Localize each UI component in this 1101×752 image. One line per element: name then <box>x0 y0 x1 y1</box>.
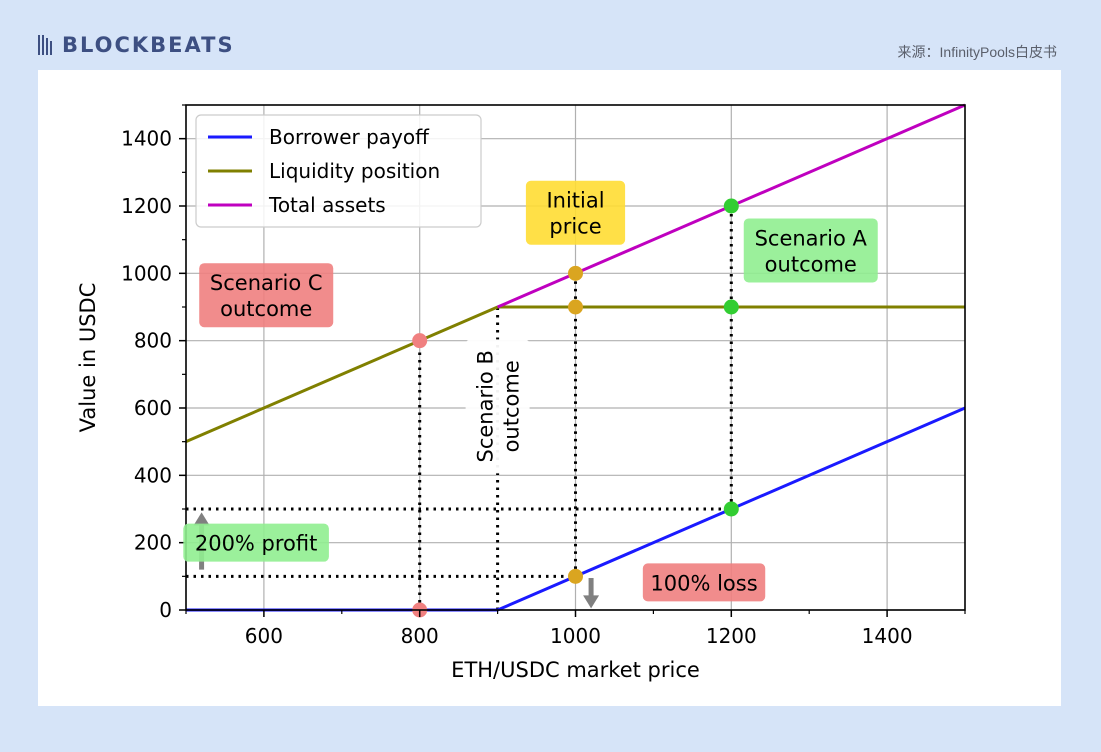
annotation-box: 100% loss <box>642 563 766 602</box>
data-point <box>723 299 739 315</box>
legend-box <box>195 114 482 228</box>
payoff-chart: 600 800 1000 1200 1400 0 200 400 600 800 1000 1200 1… <box>76 103 966 682</box>
y-axis-label: Value in USDC <box>76 283 100 433</box>
y-tick-label: 800 <box>134 329 172 353</box>
brand-logo-text: BLOCKBEATS <box>62 33 235 57</box>
annotation-text: Scenario A <box>755 226 868 250</box>
data-point <box>568 299 583 315</box>
annotation-background <box>642 563 766 602</box>
data-point <box>723 501 739 517</box>
annotation-text: Initial <box>546 189 604 213</box>
annotation-text: outcome <box>765 252 857 276</box>
annotation-background <box>525 180 626 245</box>
x-tick-label: 600 <box>245 624 283 648</box>
data-point <box>568 568 583 584</box>
annotation-text: outcome <box>220 297 312 321</box>
y-tick-label: 400 <box>134 463 172 487</box>
annotation-text: 100% loss <box>650 571 757 595</box>
data-point <box>412 333 428 349</box>
legend-label: Total assets <box>268 193 386 217</box>
y-tick-label: 600 <box>134 396 172 420</box>
legend: Borrower payoff Liquidity position Total a… <box>195 114 482 228</box>
y-tick-label: 1000 <box>121 261 172 285</box>
data-points <box>412 198 739 618</box>
y-tick-label: 1200 <box>121 194 172 218</box>
x-tick-label: 1400 <box>862 624 913 648</box>
brand-header: BLOCKBEATS <box>38 30 235 60</box>
annotation-background <box>743 218 878 283</box>
x-tick-label: 1200 <box>706 624 757 648</box>
annotation-text: outcome <box>500 360 524 452</box>
y-tick-label: 0 <box>159 598 172 622</box>
annotation-background <box>465 339 530 474</box>
annotation-text: price <box>549 215 601 239</box>
x-tick-label: 1000 <box>550 624 601 648</box>
data-point <box>723 198 739 214</box>
annotation-box: 200% profit <box>183 523 329 562</box>
annotation-text: 200% profit <box>195 532 318 556</box>
legend-label: Borrower payoff <box>269 125 430 149</box>
legend-label: Liquidity position <box>269 159 440 183</box>
annotation-text: Scenario C <box>210 271 323 295</box>
annotation-text: Scenario B <box>474 350 498 462</box>
x-axis-label: ETH/USDC market price <box>451 658 700 682</box>
chart-card: 600 800 1000 1200 1400 0 200 400 600 800 1000 1200 1… <box>38 70 1061 706</box>
annotation-background <box>183 523 329 562</box>
arrow-down-icon <box>583 595 600 609</box>
data-point <box>568 265 583 281</box>
annotation-background <box>199 263 334 328</box>
blockbeats-logo-icon <box>38 35 52 55</box>
x-tick-label: 800 <box>401 624 439 648</box>
y-tick-label: 1400 <box>121 127 172 151</box>
source-caption: 来源：InfinityPools白皮书 <box>897 44 1057 60</box>
y-tick-label: 200 <box>134 531 172 555</box>
arrow-up-icon <box>193 512 210 526</box>
axis-ticks: 600 800 1000 1200 1400 0 200 400 600 800 1000 1200 1… <box>121 104 966 648</box>
